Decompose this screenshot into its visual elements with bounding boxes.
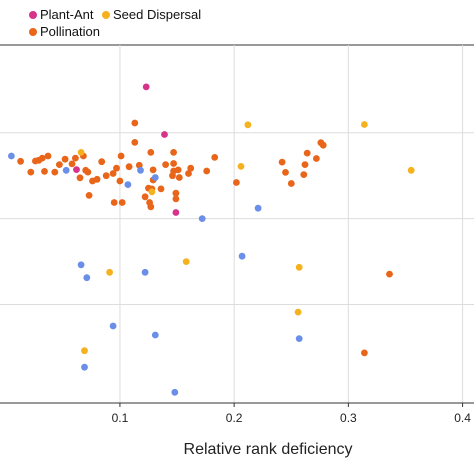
data-point bbox=[131, 119, 139, 127]
data-point bbox=[77, 261, 85, 269]
data-point bbox=[182, 258, 190, 265]
data-point bbox=[174, 166, 182, 174]
x-tick-label: 0.2 bbox=[226, 411, 243, 425]
data-point bbox=[282, 169, 289, 176]
data-point bbox=[118, 199, 126, 206]
data-point bbox=[93, 175, 101, 183]
data-point bbox=[81, 363, 88, 371]
data-point bbox=[211, 154, 219, 161]
x-tick-label: 0.1 bbox=[112, 411, 129, 425]
data-point bbox=[237, 163, 245, 170]
data-point bbox=[233, 179, 240, 186]
data-point bbox=[72, 154, 79, 162]
data-point bbox=[117, 152, 125, 160]
data-point bbox=[161, 131, 168, 138]
data-point bbox=[386, 270, 393, 278]
data-point bbox=[141, 193, 149, 201]
data-point bbox=[287, 180, 295, 187]
legend-marker bbox=[102, 11, 110, 19]
data-point bbox=[278, 158, 286, 166]
data-point bbox=[303, 149, 311, 157]
data-point bbox=[124, 181, 132, 189]
data-point bbox=[319, 141, 327, 149]
data-point bbox=[38, 154, 46, 162]
legend-label: Plant-Ant bbox=[40, 7, 94, 22]
data-point bbox=[171, 388, 179, 396]
data-point bbox=[77, 149, 85, 156]
x-tick-label: 0.4 bbox=[454, 411, 471, 425]
data-point bbox=[83, 274, 91, 282]
data-point bbox=[7, 152, 15, 160]
data-point bbox=[41, 168, 48, 175]
data-point bbox=[148, 188, 156, 196]
data-point bbox=[44, 152, 52, 160]
legend-label: Seed Dispersal bbox=[113, 7, 201, 22]
data-point bbox=[61, 155, 69, 163]
data-points bbox=[7, 83, 415, 396]
data-point bbox=[141, 268, 149, 276]
data-point bbox=[295, 335, 303, 342]
data-point bbox=[407, 166, 415, 174]
data-point bbox=[76, 174, 84, 182]
data-point bbox=[73, 166, 80, 174]
data-point bbox=[98, 158, 106, 166]
data-point bbox=[294, 308, 302, 316]
x-axis-title: Relative rank deficiency bbox=[184, 441, 353, 458]
data-point bbox=[113, 164, 120, 172]
data-point bbox=[198, 215, 206, 223]
gridlines bbox=[0, 44, 474, 404]
data-point bbox=[151, 331, 159, 339]
data-point bbox=[84, 168, 92, 176]
data-point bbox=[295, 263, 303, 271]
data-point bbox=[147, 203, 155, 211]
data-point bbox=[300, 171, 308, 179]
data-point bbox=[175, 174, 183, 181]
data-point bbox=[62, 166, 70, 174]
data-point bbox=[301, 161, 309, 169]
legend-marker bbox=[29, 28, 37, 36]
data-point bbox=[131, 139, 139, 146]
data-point bbox=[172, 195, 180, 203]
data-point bbox=[85, 192, 93, 199]
data-point bbox=[17, 157, 24, 165]
x-ticks: 0.1 0.2 0.3 0.4 bbox=[112, 403, 471, 425]
data-point bbox=[187, 164, 195, 172]
data-point bbox=[106, 268, 113, 276]
data-point bbox=[109, 322, 117, 330]
data-point bbox=[244, 121, 252, 129]
data-point bbox=[238, 252, 246, 260]
data-point bbox=[137, 166, 144, 174]
data-point bbox=[157, 185, 165, 193]
data-point bbox=[102, 172, 110, 180]
data-point bbox=[51, 168, 59, 176]
legend-marker bbox=[29, 11, 37, 19]
data-point bbox=[172, 209, 180, 216]
data-point bbox=[361, 121, 368, 128]
data-point bbox=[125, 163, 133, 171]
data-point bbox=[170, 149, 178, 156]
legend-label: Pollination bbox=[40, 24, 100, 39]
data-point bbox=[313, 155, 320, 162]
data-point bbox=[151, 174, 159, 181]
data-point bbox=[149, 166, 157, 174]
data-point bbox=[142, 83, 150, 91]
data-point bbox=[110, 199, 118, 206]
data-point bbox=[27, 168, 35, 176]
data-point bbox=[109, 170, 117, 177]
data-point bbox=[116, 177, 124, 185]
data-point bbox=[170, 160, 178, 167]
data-point bbox=[203, 167, 211, 175]
x-tick-label: 0.3 bbox=[340, 411, 357, 425]
data-point bbox=[185, 170, 192, 177]
data-point bbox=[56, 161, 63, 169]
data-point bbox=[147, 149, 155, 156]
data-point bbox=[81, 347, 88, 355]
data-point bbox=[68, 160, 76, 168]
data-point bbox=[361, 349, 368, 357]
data-point bbox=[254, 204, 262, 212]
data-point bbox=[172, 189, 180, 197]
data-point bbox=[162, 161, 170, 169]
